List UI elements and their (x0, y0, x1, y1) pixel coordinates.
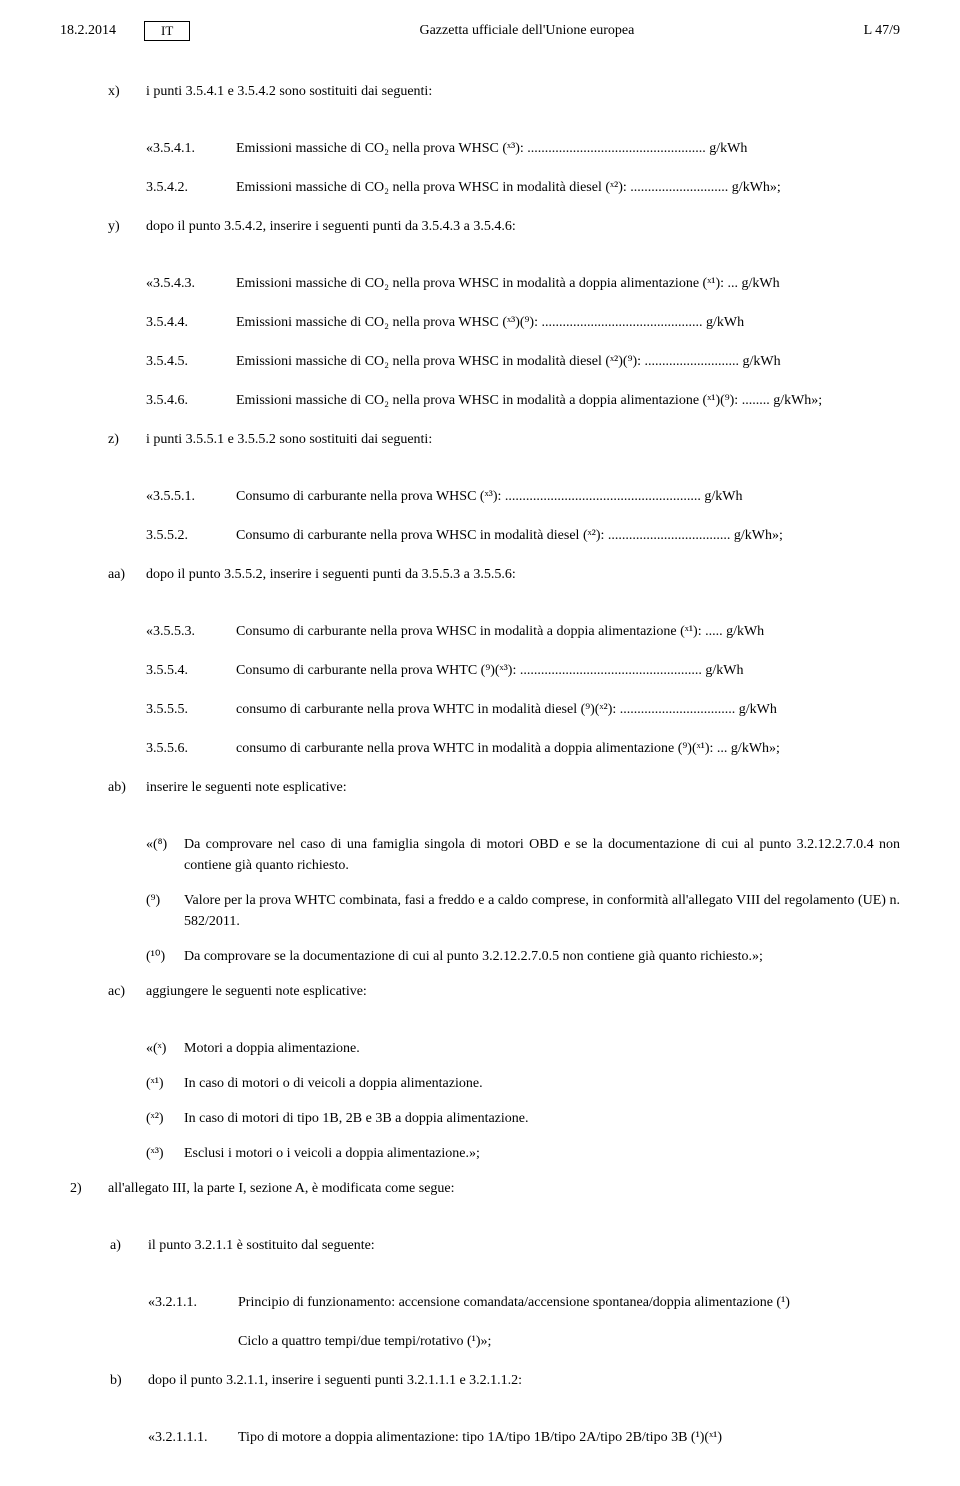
note-item: (⁹) Valore per la prova WHTC combinata, … (146, 890, 900, 932)
sub-text: Emissioni massiche di CO₂ nella prova WH… (236, 351, 900, 372)
sub-text: Emissioni massiche di CO₂ nella prova WH… (236, 138, 900, 159)
sub-item: 3.5.5.5. consumo di carburante nella pro… (146, 699, 900, 720)
sub-number: 3.5.5.6. (146, 738, 236, 759)
note-marker: «(⁸) (146, 834, 184, 876)
item-intro: i punti 3.5.4.1 e 3.5.4.2 sono sostituit… (146, 81, 900, 102)
sub-text: consumo di carburante nella prova WHTC i… (236, 699, 900, 720)
item-marker: a) (110, 1235, 148, 1274)
note-marker: (ˣ²) (146, 1108, 184, 1129)
item-aa: aa) dopo il punto 3.5.5.2, inserire i se… (108, 564, 900, 603)
sub-text: Consumo di carburante nella prova WHTC (… (236, 660, 900, 681)
sub-text: Emissioni massiche di CO₂ nella prova WH… (236, 273, 900, 294)
item-2: 2) all'allegato III, la parte I, sezione… (70, 1178, 900, 1217)
note-marker: (⁹) (146, 890, 184, 932)
item-marker: b) (110, 1370, 148, 1409)
item-x: x) i punti 3.5.4.1 e 3.5.4.2 sono sostit… (108, 81, 900, 120)
sub-item: «3.5.5.1. Consumo di carburante nella pr… (146, 486, 900, 507)
sub-item: 3.5.4.5. Emissioni massiche di CO₂ nella… (146, 351, 900, 372)
sub-item: 3.5.4.4. Emissioni massiche di CO₂ nella… (146, 312, 900, 333)
sub-number: «3.2.1.1. (148, 1292, 238, 1313)
sub-text: Consumo di carburante nella prova WHSC i… (236, 621, 900, 642)
item-ab: ab) inserire le seguenti note esplicativ… (108, 777, 900, 816)
sub-number: «3.5.4.3. (146, 273, 236, 294)
sub-number: 3.5.5.2. (146, 525, 236, 546)
sub-item: «3.5.5.3. Consumo di carburante nella pr… (146, 621, 900, 642)
item-marker: 2) (70, 1178, 108, 1217)
sub-number: «3.5.5.3. (146, 621, 236, 642)
sub-number: 3.5.4.2. (146, 177, 236, 198)
note-text: Esclusi i motori o i veicoli a doppia al… (184, 1143, 900, 1164)
sub-text: consumo di carburante nella prova WHTC i… (236, 738, 900, 759)
item-marker: ab) (108, 777, 146, 816)
sub-text: Tipo di motore a doppia alimentazione: t… (238, 1427, 900, 1448)
item-intro: i punti 3.5.5.1 e 3.5.5.2 sono sostituit… (146, 429, 900, 450)
item-intro: inserire le seguenti note esplicative: (146, 777, 900, 798)
item-2b: b) dopo il punto 3.2.1.1, inserire i seg… (110, 1370, 900, 1409)
sub-number: «3.2.1.1.1. (148, 1427, 238, 1448)
item-y: y) dopo il punto 3.5.4.2, inserire i seg… (108, 216, 900, 255)
sub-number: 3.5.5.4. (146, 660, 236, 681)
sub-item: «3.5.4.3. Emissioni massiche di CO₂ nell… (146, 273, 900, 294)
sub-number: 3.5.4.6. (146, 390, 236, 411)
sub-item: «3.5.4.1. Emissioni massiche di CO₂ nell… (146, 138, 900, 159)
document-content: x) i punti 3.5.4.1 e 3.5.4.2 sono sostit… (60, 81, 900, 1164)
sub-item: 3.5.5.4. Consumo di carburante nella pro… (146, 660, 900, 681)
item-z: z) i punti 3.5.5.1 e 3.5.5.2 sono sostit… (108, 429, 900, 468)
note-text: Motori a doppia alimentazione. (184, 1038, 900, 1059)
note-marker: (¹⁰) (146, 946, 184, 967)
item-intro: all'allegato III, la parte I, sezione A,… (108, 1178, 900, 1199)
sub-text: Emissioni massiche di CO₂ nella prova WH… (236, 390, 900, 411)
item-intro: dopo il punto 3.2.1.1, inserire i seguen… (148, 1370, 900, 1391)
item-intro: dopo il punto 3.5.4.2, inserire i seguen… (146, 216, 900, 237)
note-item: (¹⁰) Da comprovare se la documentazione … (146, 946, 900, 967)
lang-badge: IT (144, 21, 190, 41)
sub-item: «3.2.1.1.1. Tipo di motore a doppia alim… (148, 1427, 900, 1448)
header-left: 18.2.2014 IT (60, 20, 190, 41)
sub-item: 3.5.4.6. Emissioni massiche di CO₂ nella… (146, 390, 900, 411)
item-marker: ac) (108, 981, 146, 1020)
note-text: In caso di motori o di veicoli a doppia … (184, 1073, 900, 1094)
note-item: (ˣ¹) In caso di motori o di veicoli a do… (146, 1073, 900, 1094)
sub-item: 3.5.4.2. Emissioni massiche di CO₂ nella… (146, 177, 900, 198)
section-2: 2) all'allegato III, la parte I, sezione… (60, 1178, 900, 1448)
page-number: L 47/9 (864, 20, 900, 41)
note-marker: (ˣ¹) (146, 1073, 184, 1094)
note-text: In caso di motori di tipo 1B, 2B e 3B a … (184, 1108, 900, 1129)
sub-text: Emissioni massiche di CO₂ nella prova WH… (236, 177, 900, 198)
note-item: «(⁸) Da comprovare nel caso di una famig… (146, 834, 900, 876)
item-intro: il punto 3.2.1.1 è sostituito dal seguen… (148, 1235, 900, 1256)
page-header: 18.2.2014 IT Gazzetta ufficiale dell'Uni… (60, 20, 900, 41)
sub-number: 3.5.5.5. (146, 699, 236, 720)
sub-number: 3.5.4.5. (146, 351, 236, 372)
note-item: (ˣ³) Esclusi i motori o i veicoli a dopp… (146, 1143, 900, 1164)
sub-text: Consumo di carburante nella prova WHSC (… (236, 486, 900, 507)
note-item: «(ˣ) Motori a doppia alimentazione. (146, 1038, 900, 1059)
note-marker: «(ˣ) (146, 1038, 184, 1059)
note-text: Da comprovare nel caso di una famiglia s… (184, 834, 900, 876)
note-item: (ˣ²) In caso di motori di tipo 1B, 2B e … (146, 1108, 900, 1129)
sub-number: «3.5.5.1. (146, 486, 236, 507)
sub-text: Emissioni massiche di CO₂ nella prova WH… (236, 312, 900, 333)
item-intro: dopo il punto 3.5.5.2, inserire i seguen… (146, 564, 900, 585)
sub-item: «3.2.1.1. Principio di funzionamento: ac… (148, 1292, 900, 1313)
item-marker: y) (108, 216, 146, 255)
item-intro: aggiungere le seguenti note esplicative: (146, 981, 900, 1002)
header-date: 18.2.2014 (60, 20, 116, 41)
journal-title: Gazzetta ufficiale dell'Unione europea (190, 20, 863, 41)
sub-number: 3.5.4.4. (146, 312, 236, 333)
sub-item: 3.5.5.2. Consumo di carburante nella pro… (146, 525, 900, 546)
item-marker: aa) (108, 564, 146, 603)
cycle-line: Ciclo a quattro tempi/due tempi/rotativo… (148, 1331, 900, 1352)
sub-number: «3.5.4.1. (146, 138, 236, 159)
item-marker: z) (108, 429, 146, 468)
sub-text: Consumo di carburante nella prova WHSC i… (236, 525, 900, 546)
note-marker: (ˣ³) (146, 1143, 184, 1164)
sub-text: Principio di funzionamento: accensione c… (238, 1292, 900, 1313)
item-marker: x) (108, 81, 146, 120)
sub-item: 3.5.5.6. consumo di carburante nella pro… (146, 738, 900, 759)
note-text: Da comprovare se la documentazione di cu… (184, 946, 900, 967)
item-2a: a) il punto 3.2.1.1 è sostituito dal seg… (110, 1235, 900, 1274)
item-ac: ac) aggiungere le seguenti note esplicat… (108, 981, 900, 1020)
note-text: Valore per la prova WHTC combinata, fasi… (184, 890, 900, 932)
